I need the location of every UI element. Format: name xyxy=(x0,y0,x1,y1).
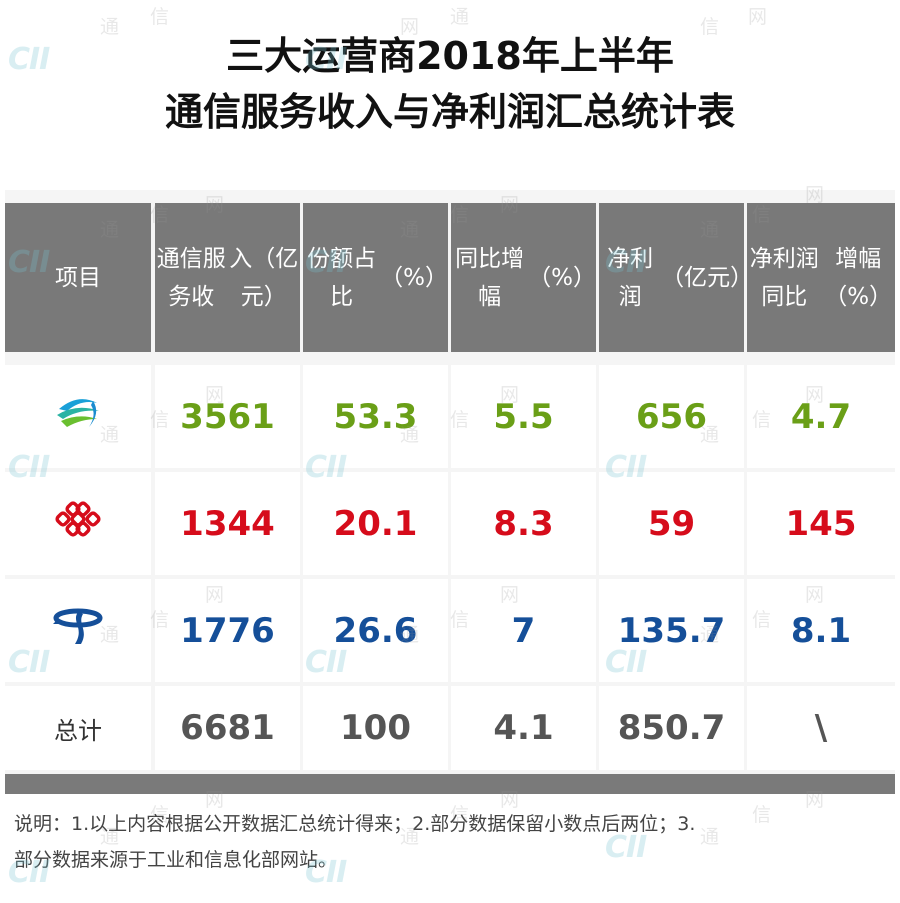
data-cell: 1776 xyxy=(155,579,300,682)
operator-logo-cell xyxy=(5,365,151,468)
table-bottom-bar xyxy=(5,774,895,794)
header-label: 净利润同比 xyxy=(749,245,819,310)
data-cell: 100 xyxy=(303,686,448,770)
chart-title: 三大运营商2018年上半年 通信服务收入与净利润汇总统计表 xyxy=(0,28,900,140)
header-label: （%） xyxy=(528,264,596,291)
data-cell: 3561 xyxy=(155,365,300,468)
data-cell: 850.7 xyxy=(599,686,744,770)
header-cell: 净利润 （亿元） xyxy=(599,203,754,352)
data-cell: 5.5 xyxy=(451,365,596,468)
data-cell: 6681 xyxy=(155,686,300,770)
header-label: 入（亿元） xyxy=(229,245,299,310)
total-label: 总计 xyxy=(5,686,151,770)
data-table: 项目 通信服务收 入（亿元） 份额占比 （%） 同比增幅 （%） 净利润 （亿元） 净利润同比 增幅… xyxy=(5,190,895,794)
header-label: 通信服务收 xyxy=(156,245,226,310)
operator-logo-cell xyxy=(5,472,151,575)
data-cell: 8.3 xyxy=(451,472,596,575)
data-cell: 59 xyxy=(599,472,744,575)
china-unicom-logo-icon xyxy=(52,499,104,548)
data-cell: 7 xyxy=(451,579,596,682)
header-cell: 项目 xyxy=(5,203,151,352)
watermark-char: 通 xyxy=(450,6,470,28)
data-cell: 4.1 xyxy=(451,686,596,770)
data-cell: 8.1 xyxy=(747,579,895,682)
data-cell: 1344 xyxy=(155,472,300,575)
header-label: （%） xyxy=(380,264,448,291)
header-label: （亿元） xyxy=(661,264,754,291)
footnote: 说明：1.以上内容根据公开数据汇总统计得来；2.部分数据保留小数点后两位；3. … xyxy=(14,806,890,878)
header-label: 份额占比 xyxy=(307,245,377,310)
title-line-1: 三大运营商2018年上半年 xyxy=(226,34,674,78)
data-cell: \ xyxy=(747,686,895,770)
watermark-char: 网 xyxy=(748,6,768,28)
data-cell: 135.7 xyxy=(599,579,744,682)
header-cell: 净利润同比 增幅（%） xyxy=(747,203,895,352)
operator-logo-cell xyxy=(5,579,151,682)
footnote-line-2: 部分数据来源于工业和信息化部网站。 xyxy=(14,849,338,871)
data-cell: 20.1 xyxy=(303,472,448,575)
watermark-char: 信 xyxy=(150,6,170,28)
header-label: 净利润 xyxy=(607,245,654,310)
header-label: 项目 xyxy=(55,264,101,291)
china-mobile-logo-icon xyxy=(53,389,103,444)
header-label: 同比增幅 xyxy=(455,245,525,310)
header-cell: 份额占比 （%） xyxy=(303,203,448,352)
data-cell: 53.3 xyxy=(303,365,448,468)
header-label: 增幅（%） xyxy=(824,245,893,310)
header-cell: 通信服务收 入（亿元） xyxy=(155,203,300,352)
title-line-2: 通信服务收入与净利润汇总统计表 xyxy=(164,90,735,134)
china-telecom-logo-icon xyxy=(51,604,105,657)
data-cell: 656 xyxy=(599,365,744,468)
data-cell: 26.6 xyxy=(303,579,448,682)
header-cell: 同比增幅 （%） xyxy=(451,203,596,352)
data-cell: 4.7 xyxy=(747,365,895,468)
footnote-line-1: 说明：1.以上内容根据公开数据汇总统计得来；2.部分数据保留小数点后两位；3. xyxy=(14,813,696,835)
data-cell: 145 xyxy=(747,472,895,575)
